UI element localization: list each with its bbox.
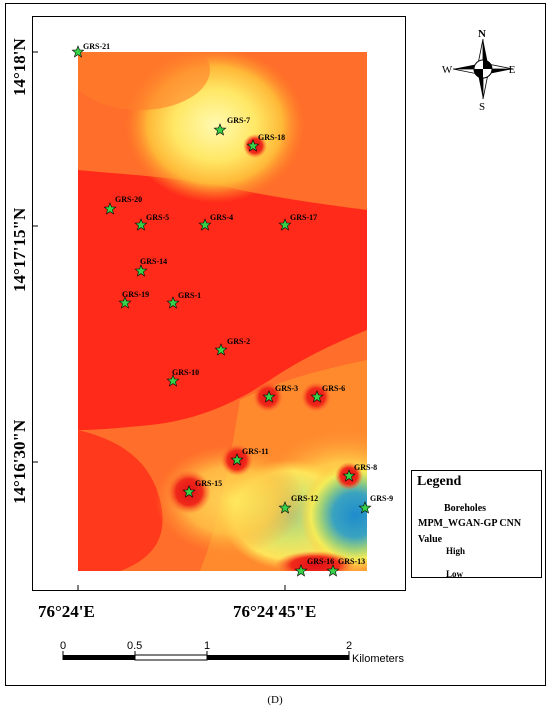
borehole-label: GRS-4 xyxy=(210,213,233,222)
boreholes-layer: GRS-21 GRS-7 GRS-18 GRS-20 GRS-5 GRS-4 GRS-17 G… xyxy=(71,42,393,577)
borehole-star-icon xyxy=(166,374,180,387)
borehole-star-icon xyxy=(278,501,292,514)
legend-value-label: Value xyxy=(418,534,443,545)
lat-label-3: 14°16'30"N xyxy=(10,419,29,504)
borehole-star-icon xyxy=(262,390,276,403)
legend-boreholes-label: Boreholes xyxy=(444,503,487,514)
west-label: W xyxy=(442,64,453,76)
borehole-label: GRS-16 xyxy=(307,557,334,566)
borehole-star-icon xyxy=(294,564,308,577)
legend-box: Legend Boreholes MPM_WGAN-GP CNN Value H… xyxy=(411,470,542,579)
frame-ticks xyxy=(32,51,286,591)
borehole-label: GRS-6 xyxy=(322,384,345,393)
borehole-label: GRS-1 xyxy=(178,291,201,300)
borehole-star-icon xyxy=(166,296,180,309)
lat-label-1: 14°18'N xyxy=(10,38,29,96)
borehole-star-icon xyxy=(326,564,340,577)
lon-label-1: 76°24'E xyxy=(38,602,95,621)
borehole-label: GRS-7 xyxy=(227,116,250,125)
south-label: S xyxy=(479,101,485,113)
east-label: E xyxy=(509,64,516,76)
borehole-label: GRS-17 xyxy=(290,213,317,222)
north-label: N xyxy=(478,28,486,40)
borehole-star-icon xyxy=(342,469,356,482)
borehole-star-icon xyxy=(71,45,85,58)
borehole-star-icon xyxy=(246,139,260,152)
legend-layer-name: MPM_WGAN-GP CNN xyxy=(418,518,522,529)
borehole-star-icon xyxy=(134,218,148,231)
legend-low-label: Low xyxy=(446,569,464,579)
borehole-star-icon xyxy=(182,485,196,498)
figure-caption: (D) xyxy=(267,694,283,706)
borehole-star-icon xyxy=(103,202,117,215)
borehole-label: GRS-20 xyxy=(115,195,142,204)
north-arrow-icon: N S E W xyxy=(442,28,516,113)
borehole-star-icon xyxy=(310,390,324,403)
figure-frame xyxy=(5,3,546,686)
borehole-star-icon xyxy=(213,123,227,136)
borehole-star-icon xyxy=(230,453,244,466)
borehole-label: GRS-3 xyxy=(275,384,298,393)
borehole-star-icon xyxy=(214,343,228,356)
borehole-label: GRS-2 xyxy=(227,337,250,346)
borehole-label: GRS-13 xyxy=(338,557,365,566)
borehole-label: GRS-21 xyxy=(83,42,110,51)
legend-high-label: High xyxy=(446,546,466,556)
borehole-label: GRS-8 xyxy=(354,463,377,472)
borehole-label: GRS-5 xyxy=(146,213,169,222)
lat-label-2: 14°17'15"N xyxy=(10,207,29,292)
scale-bar xyxy=(62,651,350,661)
borehole-label: GRS-11 xyxy=(242,447,269,456)
borehole-star-icon xyxy=(134,264,148,277)
borehole-label: GRS-10 xyxy=(172,368,199,377)
borehole-label: GRS-19 xyxy=(122,290,149,299)
borehole-label: GRS-15 xyxy=(195,479,222,488)
borehole-label: GRS-18 xyxy=(258,133,285,142)
borehole-star-icon xyxy=(118,296,132,309)
borehole-label: GRS-14 xyxy=(140,257,167,266)
borehole-star-icon xyxy=(278,218,292,231)
scale-unit: Kilometers xyxy=(352,653,404,665)
borehole-star-icon xyxy=(198,218,212,231)
scale-tick-05: 0.5 xyxy=(127,640,143,652)
legend-title: Legend xyxy=(417,474,462,489)
borehole-star-icon xyxy=(358,501,372,514)
borehole-label: GRS-12 xyxy=(291,494,318,503)
scale-tick-0: 0 xyxy=(60,640,67,652)
borehole-label: GRS-9 xyxy=(370,494,393,503)
prospectivity-surface xyxy=(78,52,367,571)
lon-label-2: 76°24'45"E xyxy=(233,602,317,621)
scale-tick-1: 1 xyxy=(204,640,211,652)
scale-tick-2: 2 xyxy=(346,640,353,652)
